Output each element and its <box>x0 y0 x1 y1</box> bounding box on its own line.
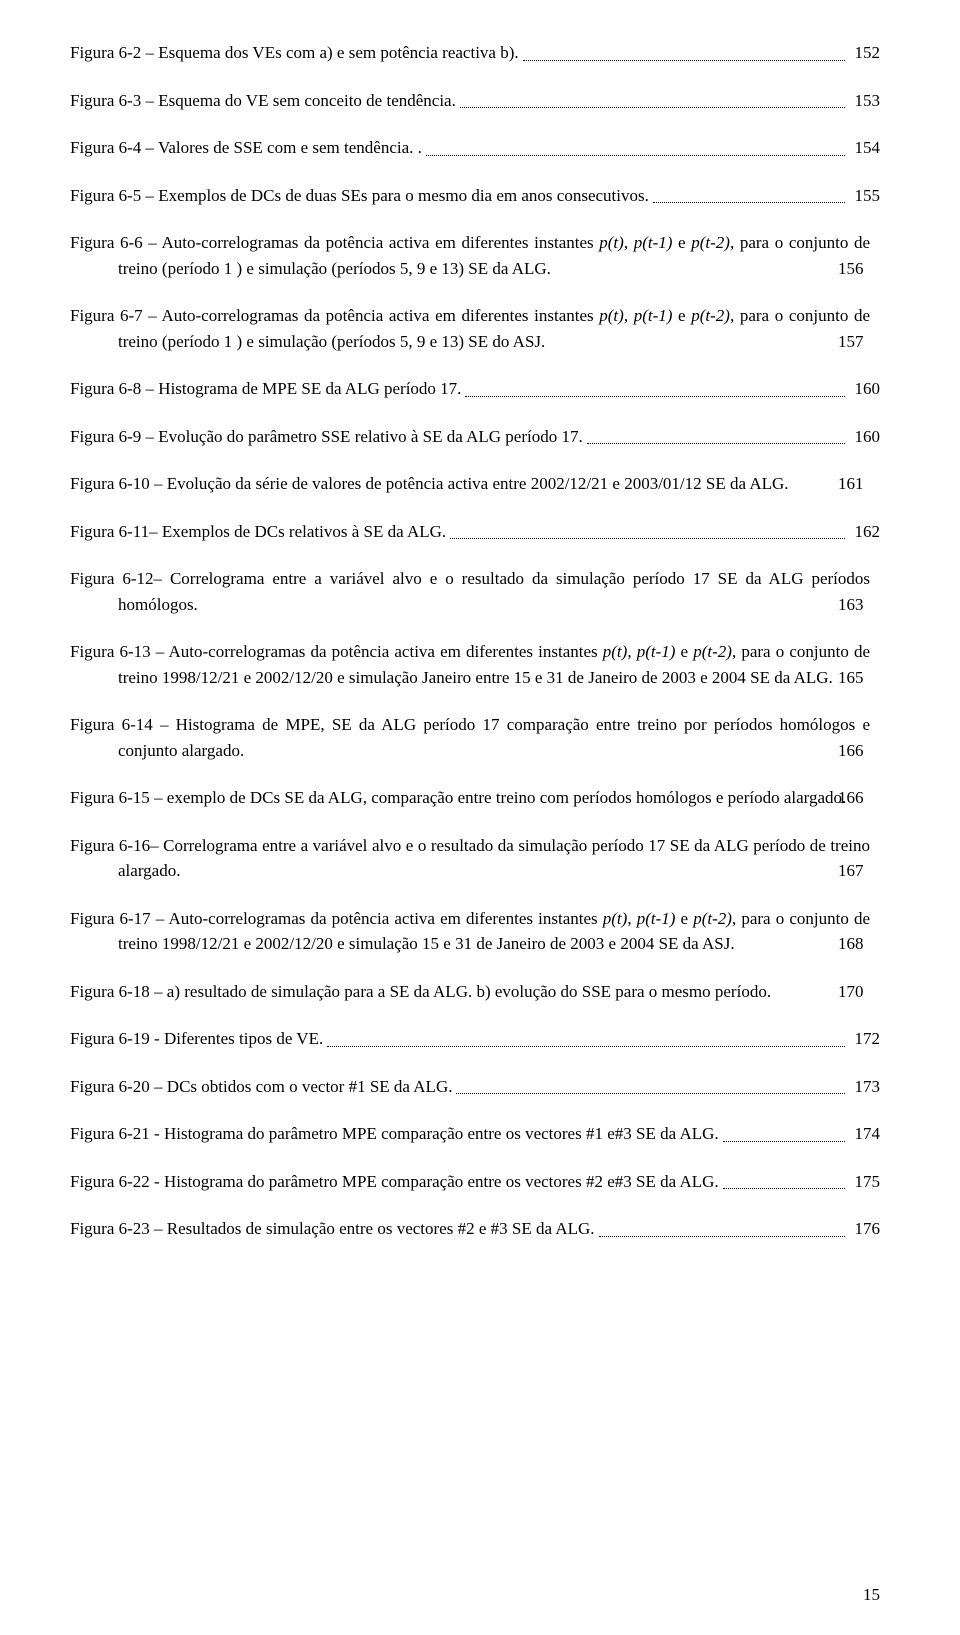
list-item: Figura 6-4 – Valores de SSE com e sem te… <box>70 135 880 161</box>
entry-text: Figura 6-23 – Resultados de simulação en… <box>70 1216 595 1242</box>
list-item: Figura 6-5 – Exemplos de DCs de duas SEs… <box>70 183 880 209</box>
list-item: Figura 6-2 – Esquema dos VEs com a) e se… <box>70 40 880 66</box>
figure-list: Figura 6-2 – Esquema dos VEs com a) e se… <box>70 40 880 1242</box>
entry-page: 167 <box>832 861 864 880</box>
page-number: 15 <box>863 1585 880 1605</box>
entry-page: 155 <box>849 183 881 209</box>
entry-page: 160 <box>849 376 881 402</box>
entry-text: Figura 6-18 – a) resultado de simulação … <box>118 979 870 1005</box>
list-item: Figura 6-13 – Auto-correlogramas da potê… <box>70 639 880 690</box>
list-item: Figura 6-10 – Evolução da série de valor… <box>70 471 880 497</box>
entry-text: Figura 6-10 – Evolução da série de valor… <box>118 471 870 497</box>
entry-page: 176 <box>849 1216 881 1242</box>
entry-text: Figura 6-9 – Evolução do parâmetro SSE r… <box>70 424 583 450</box>
entry-page: 162 <box>849 519 881 545</box>
entry-page: 156 <box>832 259 864 278</box>
entry-text: Figura 6-8 – Histograma de MPE SE da ALG… <box>70 376 461 402</box>
list-item: Figura 6-15 – exemplo de DCs SE da ALG, … <box>70 785 880 811</box>
leader-dots <box>450 537 844 539</box>
entry-text: Figura 6-3 – Esquema do VE sem conceito … <box>70 88 456 114</box>
list-item: Figura 6-23 – Resultados de simulação en… <box>70 1216 880 1242</box>
entry-page: 166 <box>832 741 864 760</box>
list-item: Figura 6-14 – Histograma de MPE, SE da A… <box>70 712 880 763</box>
entry-page: 160 <box>849 424 881 450</box>
entry-text: Figura 6-21 - Histograma do parâmetro MP… <box>70 1121 719 1147</box>
entry-text: Figura 6-20 – DCs obtidos com o vector #… <box>70 1074 452 1100</box>
leader-dots <box>653 201 845 203</box>
leader-dots <box>723 1140 845 1142</box>
leader-dots <box>327 1045 844 1047</box>
list-item: Figura 6-7 – Auto-correlogramas da potên… <box>70 303 880 354</box>
list-item: Figura 6-22 - Histograma do parâmetro MP… <box>70 1169 880 1195</box>
list-item: Figura 6-12– Correlograma entre a variáv… <box>70 566 880 617</box>
entry-page: 173 <box>849 1074 881 1100</box>
list-item: Figura 6-21 - Histograma do parâmetro MP… <box>70 1121 880 1147</box>
list-item: Figura 6-17 – Auto-correlogramas da potê… <box>70 906 880 957</box>
entry-text: Figura 6-2 – Esquema dos VEs com a) e se… <box>70 40 519 66</box>
entry-page: 152 <box>849 40 881 66</box>
leader-dots <box>723 1187 845 1189</box>
list-item: Figura 6-20 – DCs obtidos com o vector #… <box>70 1074 880 1100</box>
list-item: Figura 6-9 – Evolução do parâmetro SSE r… <box>70 424 880 450</box>
entry-text: Figura 6-15 – exemplo de DCs SE da ALG, … <box>118 785 870 811</box>
leader-dots <box>460 106 845 108</box>
entry-text: Figura 6-7 – Auto-correlogramas da potên… <box>118 303 870 354</box>
entry-text: Figura 6-13 – Auto-correlogramas da potê… <box>118 639 870 690</box>
leader-dots <box>587 442 845 444</box>
page: Figura 6-2 – Esquema dos VEs com a) e se… <box>0 0 960 1635</box>
entry-page: 166 <box>832 788 864 807</box>
entry-text: Figura 6-11– Exemplos de DCs relativos à… <box>70 519 446 545</box>
entry-page: 168 <box>832 934 864 953</box>
entry-text: Figura 6-22 - Histograma do parâmetro MP… <box>70 1169 719 1195</box>
entry-page: 161 <box>832 474 864 493</box>
leader-dots <box>456 1092 844 1094</box>
entry-page: 175 <box>849 1169 881 1195</box>
entry-page: 165 <box>832 668 864 687</box>
leader-dots <box>599 1235 845 1237</box>
entry-text: Figura 6-17 – Auto-correlogramas da potê… <box>118 906 870 957</box>
list-item: Figura 6-16– Correlograma entre a variáv… <box>70 833 880 884</box>
entry-page: 154 <box>849 135 881 161</box>
entry-page: 153 <box>849 88 881 114</box>
entry-text: Figura 6-5 – Exemplos de DCs de duas SEs… <box>70 183 649 209</box>
entry-text: Figura 6-4 – Valores de SSE com e sem te… <box>70 135 422 161</box>
entry-page: 170 <box>832 982 864 1001</box>
leader-dots <box>426 154 845 156</box>
entry-text: Figura 6-12– Correlograma entre a variáv… <box>118 566 870 617</box>
entry-page: 174 <box>849 1121 881 1147</box>
leader-dots <box>465 395 844 397</box>
list-item: Figura 6-19 - Diferentes tipos de VE. 172 <box>70 1026 880 1052</box>
list-item: Figura 6-3 – Esquema do VE sem conceito … <box>70 88 880 114</box>
entry-text: Figura 6-6 – Auto-correlogramas da potên… <box>118 230 870 281</box>
list-item: Figura 6-8 – Histograma de MPE SE da ALG… <box>70 376 880 402</box>
list-item: Figura 6-6 – Auto-correlogramas da potên… <box>70 230 880 281</box>
leader-dots <box>523 59 845 61</box>
entry-page: 163 <box>832 595 864 614</box>
entry-text: Figura 6-16– Correlograma entre a variáv… <box>118 833 870 884</box>
entry-page: 157 <box>832 332 864 351</box>
entry-text: Figura 6-19 - Diferentes tipos de VE. <box>70 1026 323 1052</box>
list-item: Figura 6-18 – a) resultado de simulação … <box>70 979 880 1005</box>
entry-text: Figura 6-14 – Histograma de MPE, SE da A… <box>118 712 870 763</box>
entry-page: 172 <box>849 1026 881 1052</box>
list-item: Figura 6-11– Exemplos de DCs relativos à… <box>70 519 880 545</box>
